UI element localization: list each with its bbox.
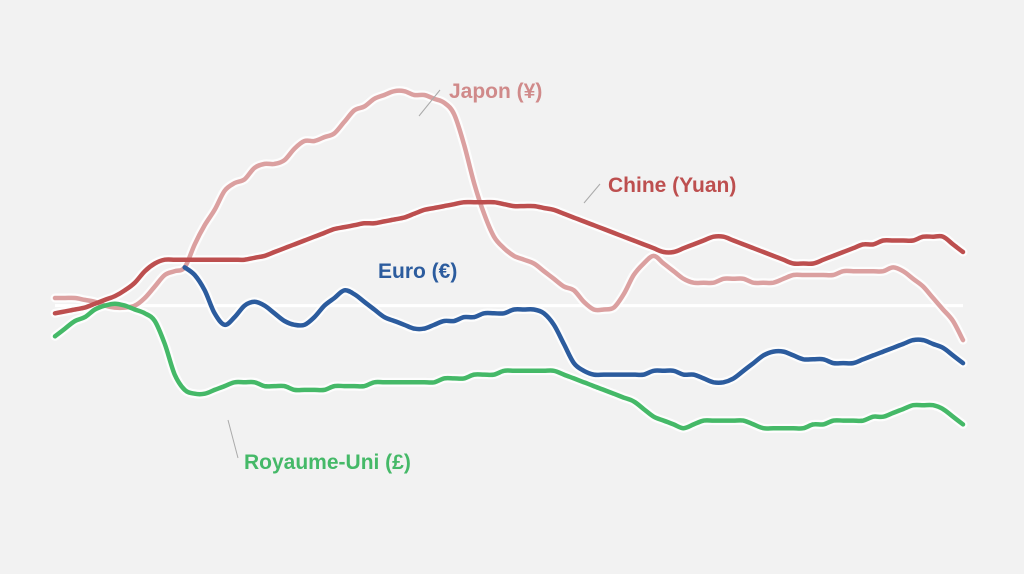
japon-label: Japon (¥) (449, 80, 542, 103)
japon-line-glow (50, 86, 968, 345)
chine-line (52, 199, 966, 316)
japon-leader-line (418, 89, 441, 117)
series-lines (52, 88, 966, 431)
royaume-uni-label: Royaume-Uni (£) (244, 451, 411, 474)
chine-label: Chine (Yuan) (608, 174, 736, 197)
euro-line (182, 265, 966, 385)
japon-line (52, 88, 966, 343)
royaume-uni-line-glow (50, 299, 968, 433)
royaume-uni-line (52, 301, 966, 431)
royaume-uni-leader-line (227, 419, 239, 459)
euro-label: Euro (€) (378, 260, 457, 283)
chine-leader-line (583, 183, 601, 204)
series-labels: Japon (¥) Chine (Yuan) Euro (€) Royaume-… (227, 80, 736, 474)
